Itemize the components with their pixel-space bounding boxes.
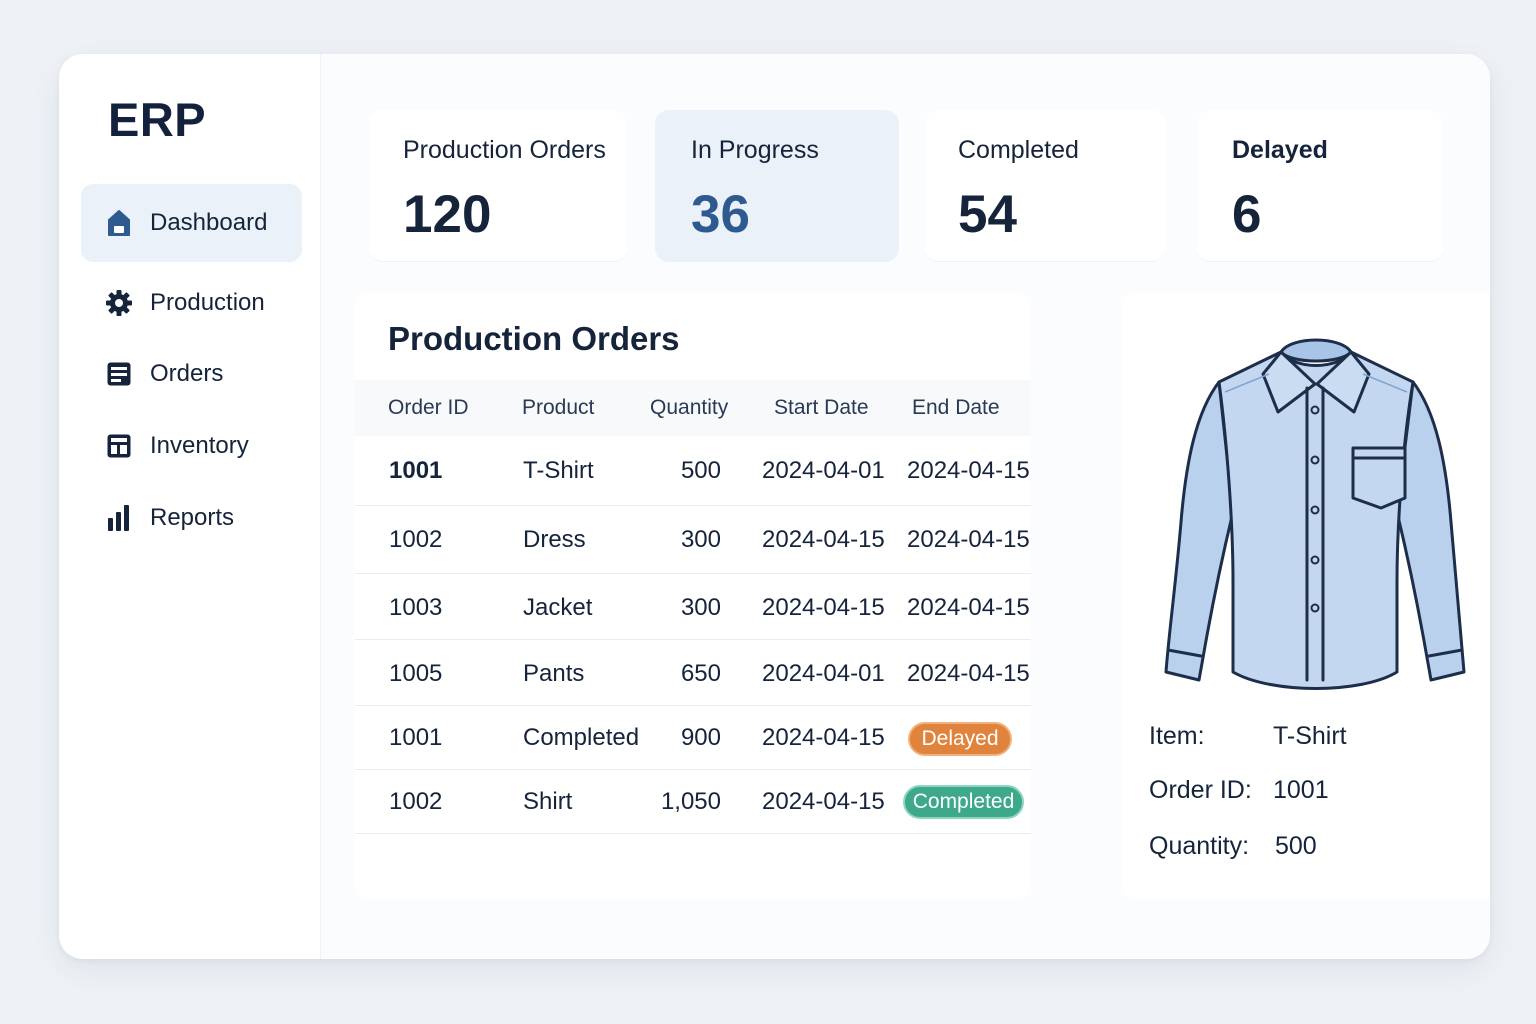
cell-product: Dress [523,526,586,553]
table-row[interactable]: 1001 T-Shirt 500 2024-04-01 2024-04-15 [355,436,1031,506]
stat-label: In Progress [691,136,819,164]
table-row[interactable]: 1002 Dress 300 2024-04-15 2024-04-15 [355,506,1031,574]
production-orders-card: Production Orders Order ID Product Quant… [355,292,1031,900]
cell-order-id: 1003 [389,594,443,621]
cell-quantity: 1,050 [660,788,721,815]
cell-start-date: 2024-04-15 [762,724,885,751]
cell-order-id: 1001 [389,724,443,751]
quantity-label: Quantity: [1149,832,1250,860]
column-header-order-id[interactable]: Order ID [388,396,469,419]
sidebar-item-production[interactable]: Production [81,264,302,342]
cell-order-id: 1005 [389,660,443,687]
cell-start-date: 2024-04-15 [762,526,885,553]
cell-end-date: 2024-04-15 [907,660,1030,687]
stat-card-production-orders[interactable]: Production Orders 120 [369,110,627,262]
cell-order-id: 1001 [389,457,443,484]
bar-chart-icon [105,504,133,532]
table-header: Order ID Product Quantity Start Date End… [355,380,1031,436]
cell-quantity: 300 [680,594,721,621]
stat-card-in-progress[interactable]: In Progress 36 [655,110,899,262]
column-header-end-date[interactable]: End Date [912,396,1000,419]
column-header-start-date[interactable]: Start Date [774,396,869,419]
stat-value: 36 [691,185,750,244]
quantity-value: 500 [1275,832,1317,860]
orders-icon [105,360,133,388]
cell-order-id: 1002 [389,788,443,815]
cell-product: Shirt [523,788,573,815]
sidebar-item-reports[interactable]: Reports [81,482,302,554]
order-id-label: Order ID: [1149,776,1252,804]
sidebar: ERP Dashboard [59,54,321,959]
status-badge-delayed: Delayed [908,722,1012,756]
item-label: Item: [1149,722,1205,750]
cell-product: Completed [523,724,640,751]
sidebar-item-dashboard[interactable]: Dashboard [81,184,302,262]
stat-label: Completed [958,136,1079,164]
cell-start-date: 2024-04-15 [762,788,885,815]
cell-end-date: 2024-04-15 [907,594,1030,621]
status-badge-completed: Completed [903,785,1024,819]
app-logo: ERP [108,93,207,146]
item-value: T-Shirt [1273,722,1347,750]
cell-product: T-Shirt [523,457,594,484]
item-detail-card: Item: T-Shirt Order ID: 1001 Quantity: 5… [1121,292,1490,900]
column-header-quantity[interactable]: Quantity [650,396,729,419]
stat-label: Delayed [1232,136,1328,164]
cell-order-id: 1002 [389,526,443,553]
main-content: Production Orders 120 In Progress 36 Com… [321,54,1490,959]
order-id-value: 1001 [1273,776,1329,804]
sidebar-item-inventory[interactable]: Inventory [81,410,302,482]
table-row[interactable]: 1001 Completed 900 2024-04-15 Delayed [355,706,1031,770]
sidebar-item-label: Production [150,289,265,316]
stat-card-delayed[interactable]: Delayed 6 [1197,110,1443,262]
column-header-product[interactable]: Product [522,396,595,419]
stat-value: 54 [958,185,1017,244]
table-row[interactable]: 1002 Shirt 1,050 2024-04-15 Completed [355,770,1031,834]
sidebar-item-label: Inventory [150,432,249,459]
sidebar-item-label: Reports [150,504,235,531]
inventory-icon [105,432,133,460]
table-row[interactable]: 1005 Pants 650 2024-04-01 2024-04-15 [355,640,1031,706]
stat-card-completed[interactable]: Completed 54 [925,110,1165,262]
stat-label: Production Orders [403,136,606,164]
sidebar-item-orders[interactable]: Orders [81,338,302,410]
gear-icon [105,289,133,317]
cell-product: Jacket [523,594,593,621]
cell-end-date: 2024-04-15 [907,457,1030,484]
app-window: ERP Dashboard [59,54,1490,959]
sidebar-item-label: Orders [150,360,224,387]
shirt-icon [1141,322,1487,692]
cell-end-date: 2024-04-15 [907,526,1030,553]
cell-start-date: 2024-04-01 [762,457,885,484]
cell-quantity: 300 [680,526,721,553]
stat-value: 6 [1232,185,1262,244]
stat-value: 120 [403,185,492,244]
cell-start-date: 2024-04-15 [762,594,885,621]
sidebar-item-label: Dashboard [150,209,268,236]
cell-start-date: 2024-04-01 [762,660,885,687]
orders-title: Production Orders [388,320,680,357]
cell-quantity: 900 [680,724,721,751]
cell-quantity: 650 [680,660,721,687]
table-row[interactable]: 1003 Jacket 300 2024-04-15 2024-04-15 [355,574,1031,640]
cell-quantity: 500 [680,457,721,484]
home-icon [105,209,133,237]
cell-product: Pants [523,660,585,687]
